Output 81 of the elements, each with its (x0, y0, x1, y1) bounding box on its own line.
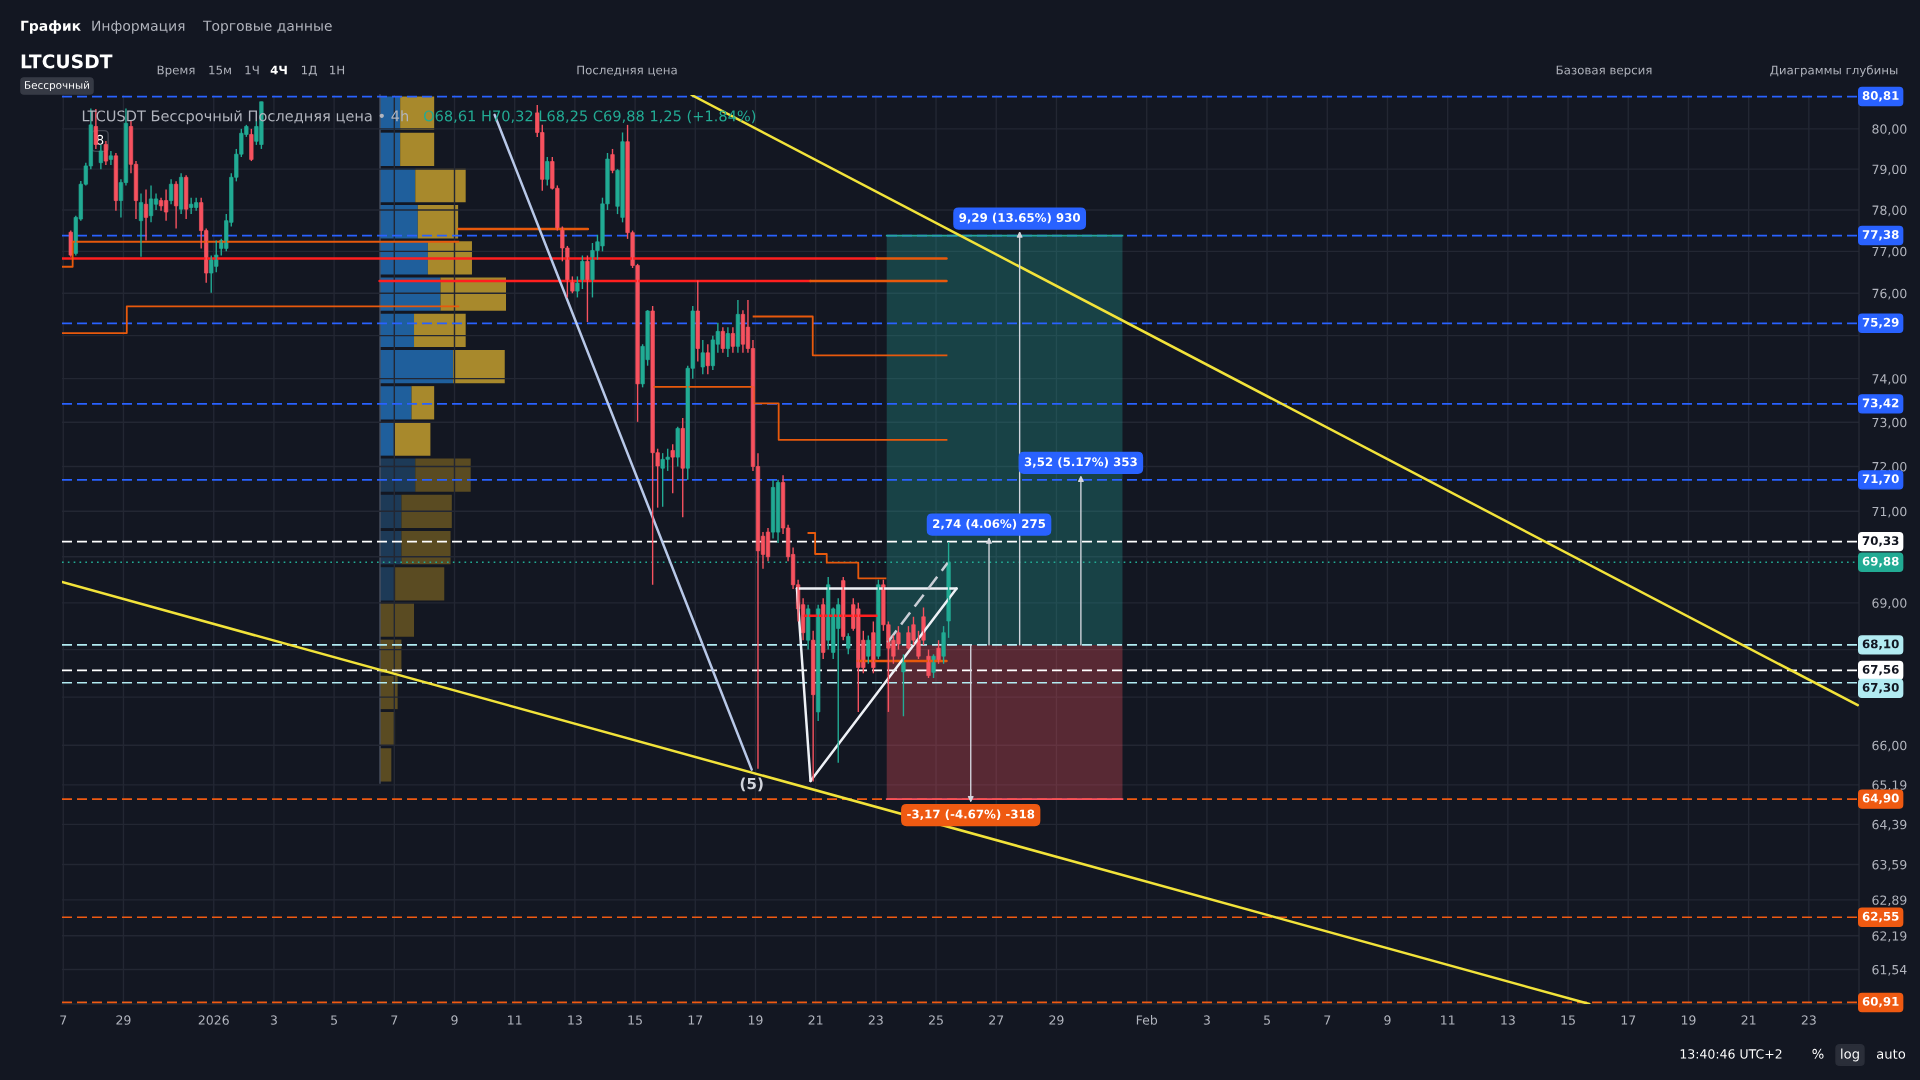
y-tick-label: 78,00 (1872, 205, 1907, 217)
ref-line-label: 69,88 (1862, 556, 1899, 568)
y-tick-label: 65,19 (1872, 780, 1907, 792)
y-tick-label: 63,59 (1872, 859, 1907, 871)
x-tick-label: 25 (929, 1015, 943, 1025)
text: 15м (209, 65, 231, 75)
annotation: 2,74 (4.06%) 275 (933, 518, 1046, 530)
y-tick-label: 64,39 (1872, 819, 1907, 831)
ref-line-label: 77,38 (1862, 230, 1899, 241)
y-tick-label: 62,89 (1872, 895, 1907, 907)
x-tick-label: 9 (1384, 1015, 1391, 1025)
x-tick-label: 27 (989, 1015, 1004, 1025)
x-tick-label: 13 (1501, 1015, 1515, 1025)
text: 1Ч (245, 65, 259, 75)
y-tick-label: 77,00 (1872, 246, 1907, 258)
annotation: 9,29 (13.65%) 930 (959, 212, 1081, 224)
annotation: (5) (740, 777, 763, 792)
x-tick-label: 11 (1441, 1015, 1455, 1025)
x-tick-label: 17 (1621, 1015, 1636, 1025)
x-tick-label: 13 (568, 1015, 582, 1025)
x-tick-label: 29 (1049, 1015, 1064, 1025)
ref-line-label: 68,10 (1862, 639, 1899, 650)
ref-line-label: 71,70 (1862, 474, 1899, 485)
y-tick-label: 73,00 (1872, 417, 1907, 429)
y-tick-label: 80,00 (1872, 124, 1907, 136)
x-tick-label: 9 (451, 1015, 458, 1025)
x-tick-label: 23 (1801, 1015, 1816, 1025)
text: 1Д (301, 65, 317, 77)
text: Диаграммы глубины (1770, 65, 1898, 77)
x-tick-label: 3 (1203, 1015, 1210, 1025)
ref-line-label: 70,33 (1862, 536, 1899, 547)
y-tick-label: 69,00 (1872, 598, 1907, 610)
x-tick-label: 2026 (198, 1015, 229, 1025)
text: log (1841, 1048, 1859, 1062)
text: % (1812, 1048, 1824, 1059)
ref-line-label: 75,29 (1862, 317, 1899, 329)
x-tick-label: 21 (808, 1015, 823, 1025)
text: 1Н (330, 65, 345, 75)
x-tick-label: 19 (748, 1015, 763, 1025)
text: Время (157, 65, 195, 77)
x-tick-label: 7 (1324, 1015, 1331, 1025)
y-tick-label: 74,00 (1872, 374, 1907, 385)
y-tick-label: 71,00 (1872, 506, 1907, 518)
ref-line-label: 60,91 (1862, 996, 1899, 1008)
x-tick-label: 15 (628, 1015, 642, 1025)
y-tick-label: 66,00 (1872, 740, 1907, 752)
ref-line-label: 67,56 (1862, 664, 1899, 676)
ref-line-label: 73,42 (1862, 398, 1899, 409)
x-tick-label: 11 (508, 1015, 522, 1025)
text: Бессрочный (25, 81, 90, 92)
text: 4Ч (270, 65, 287, 75)
x-tick-label: Feb (1136, 1015, 1158, 1025)
x-tick-label: 3 (270, 1015, 277, 1025)
text: Торговые данные (202, 20, 332, 34)
y-tick-label: 76,00 (1872, 288, 1907, 300)
x-tick-label: 7 (60, 1015, 67, 1025)
x-tick-label: 7 (391, 1015, 398, 1025)
x-tick-label: 5 (1264, 1015, 1270, 1025)
ref-line-label: 64,90 (1862, 793, 1899, 805)
text: График (21, 20, 81, 34)
x-tick-label: 5 (331, 1015, 338, 1025)
annotation: -3,17 (-4.67%) -318 (907, 809, 1035, 821)
x-tick-label: 15 (1561, 1015, 1575, 1025)
text: Базовая версия (1556, 65, 1652, 77)
x-tick-label: 17 (688, 1015, 703, 1025)
ref-line-label: 62,55 (1862, 911, 1899, 923)
y-tick-label: 62,19 (1872, 931, 1907, 942)
ref-line-label: 80,81 (1862, 91, 1899, 102)
annotation: 3,52 (5.17%) 353 (1024, 457, 1137, 468)
text: Информация (92, 20, 185, 34)
y-tick-label: 61,54 (1872, 964, 1907, 976)
ref-line-label: 67,30 (1862, 682, 1899, 694)
text: LTCUSDT (21, 54, 113, 69)
x-tick-label: 23 (868, 1015, 883, 1025)
text: auto (1876, 1049, 1906, 1059)
x-tick-label: 21 (1741, 1015, 1756, 1025)
y-tick-label: 79,00 (1872, 164, 1907, 176)
text: Последняя цена (577, 65, 677, 76)
x-tick-label: 29 (116, 1015, 131, 1025)
x-tick-label: 19 (1681, 1015, 1696, 1025)
text: 13:40:46 UTC+2 (1680, 1049, 1782, 1059)
